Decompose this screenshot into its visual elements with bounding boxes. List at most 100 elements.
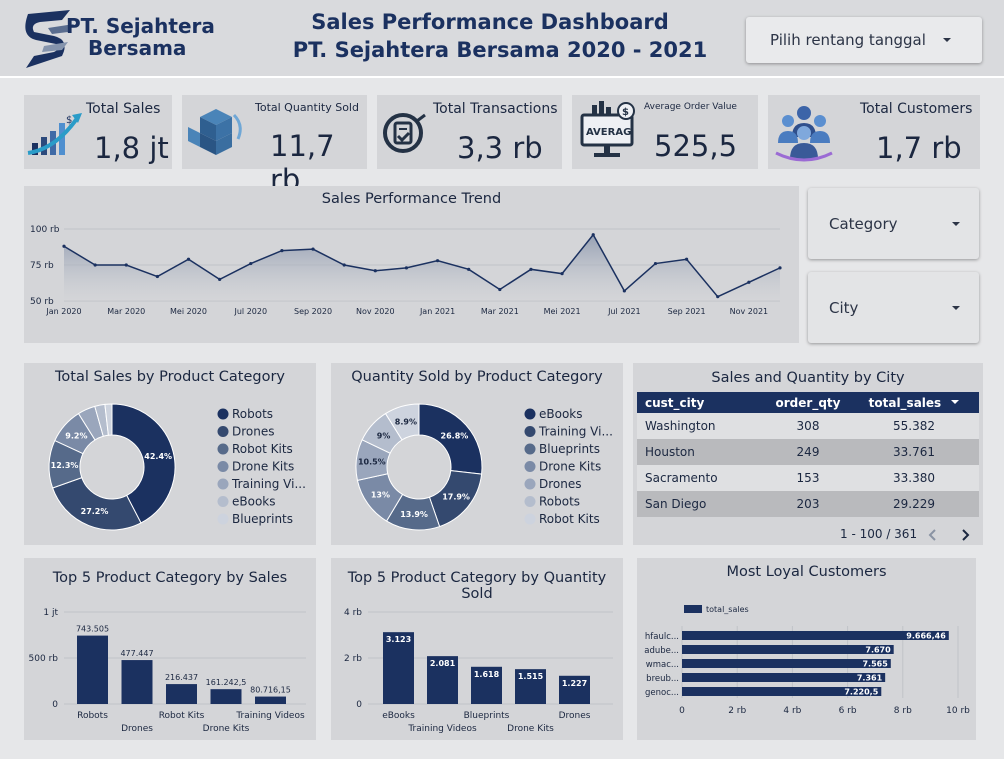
donut-slice — [111, 403, 176, 524]
table-row[interactable]: Washington 308 55.382 — [637, 413, 979, 439]
data-point — [404, 266, 409, 270]
kpi-value: 1,8 jt — [94, 131, 169, 165]
y-tick-label: 2 rb — [344, 654, 362, 664]
chevron-down-icon — [952, 306, 960, 310]
top5-sales-panel: Top 5 Product Category by Sales 0 500 rb 1… — [24, 558, 316, 740]
donut-slice — [384, 403, 420, 441]
kpi-average-order-value: $ AVERAG Average Order Value 525,5 — [572, 95, 758, 169]
bar — [77, 635, 108, 704]
column-header-order-qty[interactable]: order_qty — [767, 392, 849, 413]
monitor-icon-text: AVERAG — [586, 127, 631, 138]
x-tick-label: 6 rb — [839, 706, 857, 716]
table-cell: 203 — [796, 497, 820, 511]
slice-label: 13.9% — [400, 510, 428, 519]
slice-label: 12.3% — [51, 461, 79, 470]
city-table-title: Sales and Quantity by City — [711, 370, 905, 386]
data-point — [467, 267, 471, 271]
bar — [682, 673, 886, 682]
x-tick-label: Mar 2020 — [107, 307, 145, 316]
data-point — [280, 249, 284, 253]
x-category-label: Training Videos — [235, 711, 305, 721]
legend-marker — [524, 443, 536, 455]
quantity-by-category-panel: Quantity Sold by Product Category 26.8% 1… — [331, 363, 623, 545]
table-row[interactable]: San Diego 203 29.229 — [637, 491, 979, 517]
x-tick-label: Sep 2020 — [294, 307, 332, 316]
legend-label: Blueprints — [539, 442, 600, 456]
y-category-label: genoc... — [645, 688, 679, 698]
slice-label: 9.2% — [65, 432, 87, 441]
column-header-cust-city[interactable]: cust_city — [637, 392, 767, 413]
dashboard-title: Sales Performance Dashboard — [311, 10, 669, 34]
sales-by-category-panel: Total Sales by Product Category 42.4% 27.… — [24, 363, 316, 545]
table-cell: Sacramento — [645, 471, 718, 485]
chevron-left-icon[interactable] — [927, 528, 939, 542]
date-range-dropdown[interactable]: Pilih rentang tanggal — [746, 17, 982, 63]
city-filter-dropdown[interactable]: City — [808, 272, 979, 343]
x-category-label: Drones — [559, 711, 591, 721]
table-cell: 33.380 — [893, 471, 935, 485]
legend-marker — [217, 443, 229, 455]
date-range-label: Pilih rentang tanggal — [770, 31, 926, 49]
chevron-down-icon — [952, 222, 960, 226]
data-point — [124, 263, 128, 267]
sales-by-category-donut: 42.4% 27.2% 12.3% 9.2% Robots Drones Robot Kit… — [48, 403, 306, 531]
legend-marker — [524, 496, 536, 507]
legend-label: Blueprints — [232, 512, 293, 526]
table-row[interactable]: Sacramento 153 33.380 — [637, 465, 979, 491]
x-tick-label: Mar 2021 — [481, 307, 519, 316]
y-tick-label: 1 jt — [43, 608, 58, 618]
top5-quantity-bar-chart: 0 2 rb 4 rb 3.123 eBooks 2.081 Training Videos… — [344, 608, 613, 734]
loyal-customers-bar-chart: 0 2 rb 4 rb 6 rb 8 rb 10 rb total_sales 9.666,4… — [644, 605, 970, 716]
legend-label: Training Vi... — [231, 477, 306, 491]
table-cell: 249 — [796, 445, 820, 459]
city-table: cust_city order_qty total_sales Washingt… — [637, 392, 979, 517]
kpi-label: Total Quantity Sold — [255, 101, 359, 114]
table-cell: Washington — [645, 419, 716, 433]
table-row[interactable]: Houston 249 33.761 — [637, 439, 979, 465]
sales-trend-chart: 50 rb 75 rb 100 rb Jan 2020 Mar 2020 Mei 2020… — [30, 225, 782, 316]
bar — [210, 689, 242, 704]
data-point — [311, 247, 315, 251]
category-filter-dropdown[interactable]: Category — [808, 188, 979, 259]
kpi-total-transactions: Total Transactions 3,3 rb — [377, 95, 562, 169]
header: PT. Sejahtera Bersama Sales Performance … — [0, 0, 1004, 78]
quantity-by-category-donut: 26.8% 17.9% 13.9% 13% 10.5% 9% 8.9% eBooks Train… — [355, 403, 613, 531]
data-point — [249, 261, 253, 266]
bar-value-label: 7.361 — [857, 674, 883, 683]
legend-label: Robot Kits — [232, 442, 293, 456]
data-point — [186, 257, 191, 261]
data-point — [747, 280, 751, 284]
x-tick-label: Nov 2021 — [730, 307, 769, 316]
y-tick-label: 75 rb — [30, 261, 54, 271]
bar — [383, 632, 414, 704]
chevron-right-icon[interactable] — [959, 528, 971, 542]
legend-marker — [217, 496, 229, 507]
x-category-label: Drones — [121, 724, 153, 734]
data-point — [622, 289, 626, 293]
x-tick-label: Nov 2020 — [356, 307, 395, 316]
data-point — [653, 261, 658, 266]
x-tick-label: 8 rb — [894, 706, 912, 716]
kpi-value: 525,5 — [654, 129, 738, 163]
column-header-total-sales[interactable]: total_sales — [849, 392, 979, 413]
monitor-chart-icon: $ AVERAG — [580, 101, 635, 157]
legend-label: eBooks — [232, 495, 276, 509]
x-category-label: Robots — [77, 711, 108, 721]
bar — [682, 645, 894, 654]
trend-area — [64, 234, 780, 301]
y-tick-label: 50 rb — [30, 297, 54, 307]
slice-label: 42.4% — [144, 452, 172, 461]
legend-marker — [217, 408, 229, 420]
slice-label: 9% — [377, 431, 391, 440]
bar-value-label: 7.565 — [862, 660, 888, 669]
sales-trend-title: Sales Performance Trend — [321, 191, 502, 207]
logo-text-line2: Bersama — [88, 36, 187, 60]
legend-label: Drones — [232, 425, 275, 439]
x-category-label: Drone Kits — [507, 724, 554, 734]
company-logo — [25, 10, 74, 68]
legend-label: Drone Kits — [232, 460, 294, 474]
kpi-total-sales: $ Total Sales 1,8 jt — [24, 95, 172, 169]
y-tick-label: 4 rb — [344, 608, 362, 618]
data-point — [62, 244, 66, 248]
